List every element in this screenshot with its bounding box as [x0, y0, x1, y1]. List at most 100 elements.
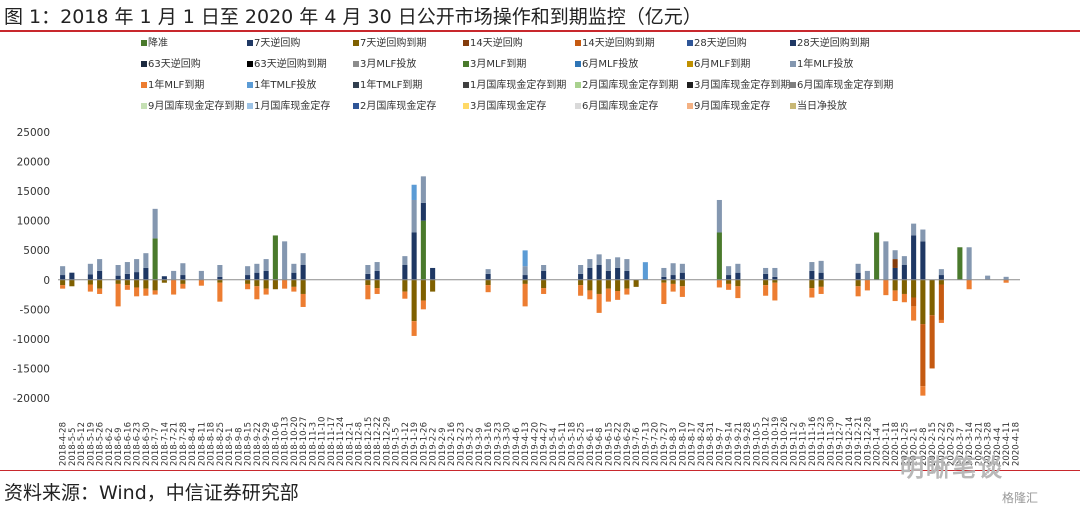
bar-segment — [985, 275, 991, 280]
x-tick-label: 2019-2-23 — [456, 422, 466, 466]
bar-segment — [300, 279, 306, 294]
legend-item: 3月MLF到期 — [463, 58, 526, 70]
legend-label: 1月国库现金定存到期 — [470, 78, 566, 91]
x-tick-label: 2020-2-1 — [910, 427, 920, 466]
x-tick-label: 2018-10-27 — [299, 417, 309, 466]
x-tick-label: 2019-3-30 — [503, 422, 513, 466]
y-tick-label: -5000 — [19, 304, 50, 316]
x-tick-label: 2020-2-15 — [928, 422, 938, 466]
legend-item: 1年TMLF投放 — [247, 78, 316, 91]
legend-item: 14天逆回购到期 — [575, 36, 655, 49]
bar-segment — [69, 272, 75, 280]
x-tick-label: 2019-11-30 — [826, 417, 836, 466]
bar-segment — [920, 324, 926, 387]
bar-segment — [938, 269, 944, 276]
bar-segment — [60, 279, 66, 286]
bar-segment — [365, 285, 371, 300]
bar-segment — [171, 270, 177, 280]
bar-segment — [87, 284, 93, 292]
bar-segment — [152, 290, 158, 295]
legend-label: 9月国库现金定存 — [694, 99, 770, 112]
x-tick-label: 2018-12-22 — [373, 417, 383, 466]
bar-segment — [254, 286, 260, 300]
bar-segment — [374, 262, 380, 271]
bar-segment — [596, 265, 602, 280]
bar-segment — [522, 275, 528, 280]
x-tick-label: 2018-7-7 — [151, 427, 161, 466]
bar-segment — [420, 220, 426, 280]
x-tick-label: 2019-9-28 — [743, 422, 753, 466]
bar-segment — [124, 273, 130, 280]
y-tick-label: -15000 — [13, 363, 50, 375]
bar-segment — [809, 262, 815, 271]
legend-swatch — [463, 103, 469, 109]
bar-segment — [901, 279, 907, 294]
bar-segment — [143, 288, 149, 296]
bar-segment — [929, 315, 935, 369]
x-tick-label: 2019-5-25 — [577, 422, 587, 466]
legend-swatch — [575, 61, 581, 67]
x-tick-label: 2018-5-19 — [86, 422, 96, 466]
bar-segment — [920, 279, 926, 325]
bar-segment — [670, 263, 676, 276]
x-tick-label: 2019-3-16 — [484, 422, 494, 466]
bar-segment — [911, 306, 917, 321]
bar-segment — [541, 279, 547, 289]
x-tick-label: 2019-10-5 — [752, 422, 762, 466]
bar-segment — [291, 272, 297, 280]
legend-swatch — [141, 61, 147, 67]
bar-segment — [180, 275, 186, 280]
bar-segment — [60, 266, 66, 276]
x-tick-label: 2018-12-1 — [345, 422, 355, 466]
legend-swatch — [790, 61, 796, 67]
legend-item: 6月MLF到期 — [687, 58, 750, 70]
bar-segment — [124, 262, 130, 274]
bar-segment — [587, 259, 593, 268]
bar-segment — [578, 265, 584, 274]
legend-label: 1月国库现金定存 — [254, 99, 330, 112]
legend-label: 降准 — [148, 36, 168, 49]
bar-segment — [763, 273, 769, 280]
x-tick-label: 2019-1-5 — [392, 427, 402, 466]
bar-segment — [670, 279, 676, 284]
x-tick-label: 2018-8-18 — [207, 422, 217, 466]
bar-segment — [541, 265, 547, 271]
bar-segment — [920, 241, 926, 280]
bar-segment — [365, 279, 371, 286]
bar-segment — [1003, 276, 1009, 280]
bar-segment — [596, 293, 602, 313]
bar-segment — [911, 279, 917, 298]
legend-item: 2月国库现金定存到期 — [575, 78, 678, 91]
bar-segment — [365, 273, 371, 280]
legend-item: 9月国库现金定存到期 — [141, 99, 244, 112]
bar-segment — [892, 267, 898, 280]
bar-segment — [772, 279, 778, 283]
bar-segment — [726, 266, 732, 276]
bar-segment — [282, 279, 288, 289]
bar-segment — [485, 285, 491, 293]
bars — [60, 176, 1009, 396]
bar-segment — [87, 263, 93, 275]
bar-segment — [587, 267, 593, 280]
legend-swatch — [687, 61, 693, 67]
bar-segment — [245, 283, 251, 290]
bar-segment — [402, 265, 408, 280]
legend-label: 2月国库现金定存到期 — [582, 78, 678, 91]
legend-item: 7天逆回购 — [247, 36, 300, 49]
bar-segment — [726, 283, 732, 290]
bar-segment — [901, 293, 907, 303]
x-tick-label: 2020-1-18 — [891, 422, 901, 466]
x-tick-label: 2019-7-13 — [641, 422, 651, 466]
legend-swatch — [687, 82, 693, 88]
source-note: 资料来源：Wind，中信证券研究部 — [4, 482, 299, 504]
legend-swatch — [575, 82, 581, 88]
legend-item: 7天逆回购到期 — [353, 36, 426, 49]
legend-item: 2月国库现金定存 — [353, 99, 436, 112]
bar-segment — [143, 279, 149, 289]
bar-segment — [661, 276, 667, 280]
legend-label: 1年TMLF到期 — [360, 78, 422, 91]
legend-swatch — [141, 82, 147, 88]
bar-segment — [411, 279, 417, 322]
legend-label: 14天逆回购 — [470, 36, 523, 49]
x-tick-label: 2018-5-12 — [77, 422, 87, 466]
